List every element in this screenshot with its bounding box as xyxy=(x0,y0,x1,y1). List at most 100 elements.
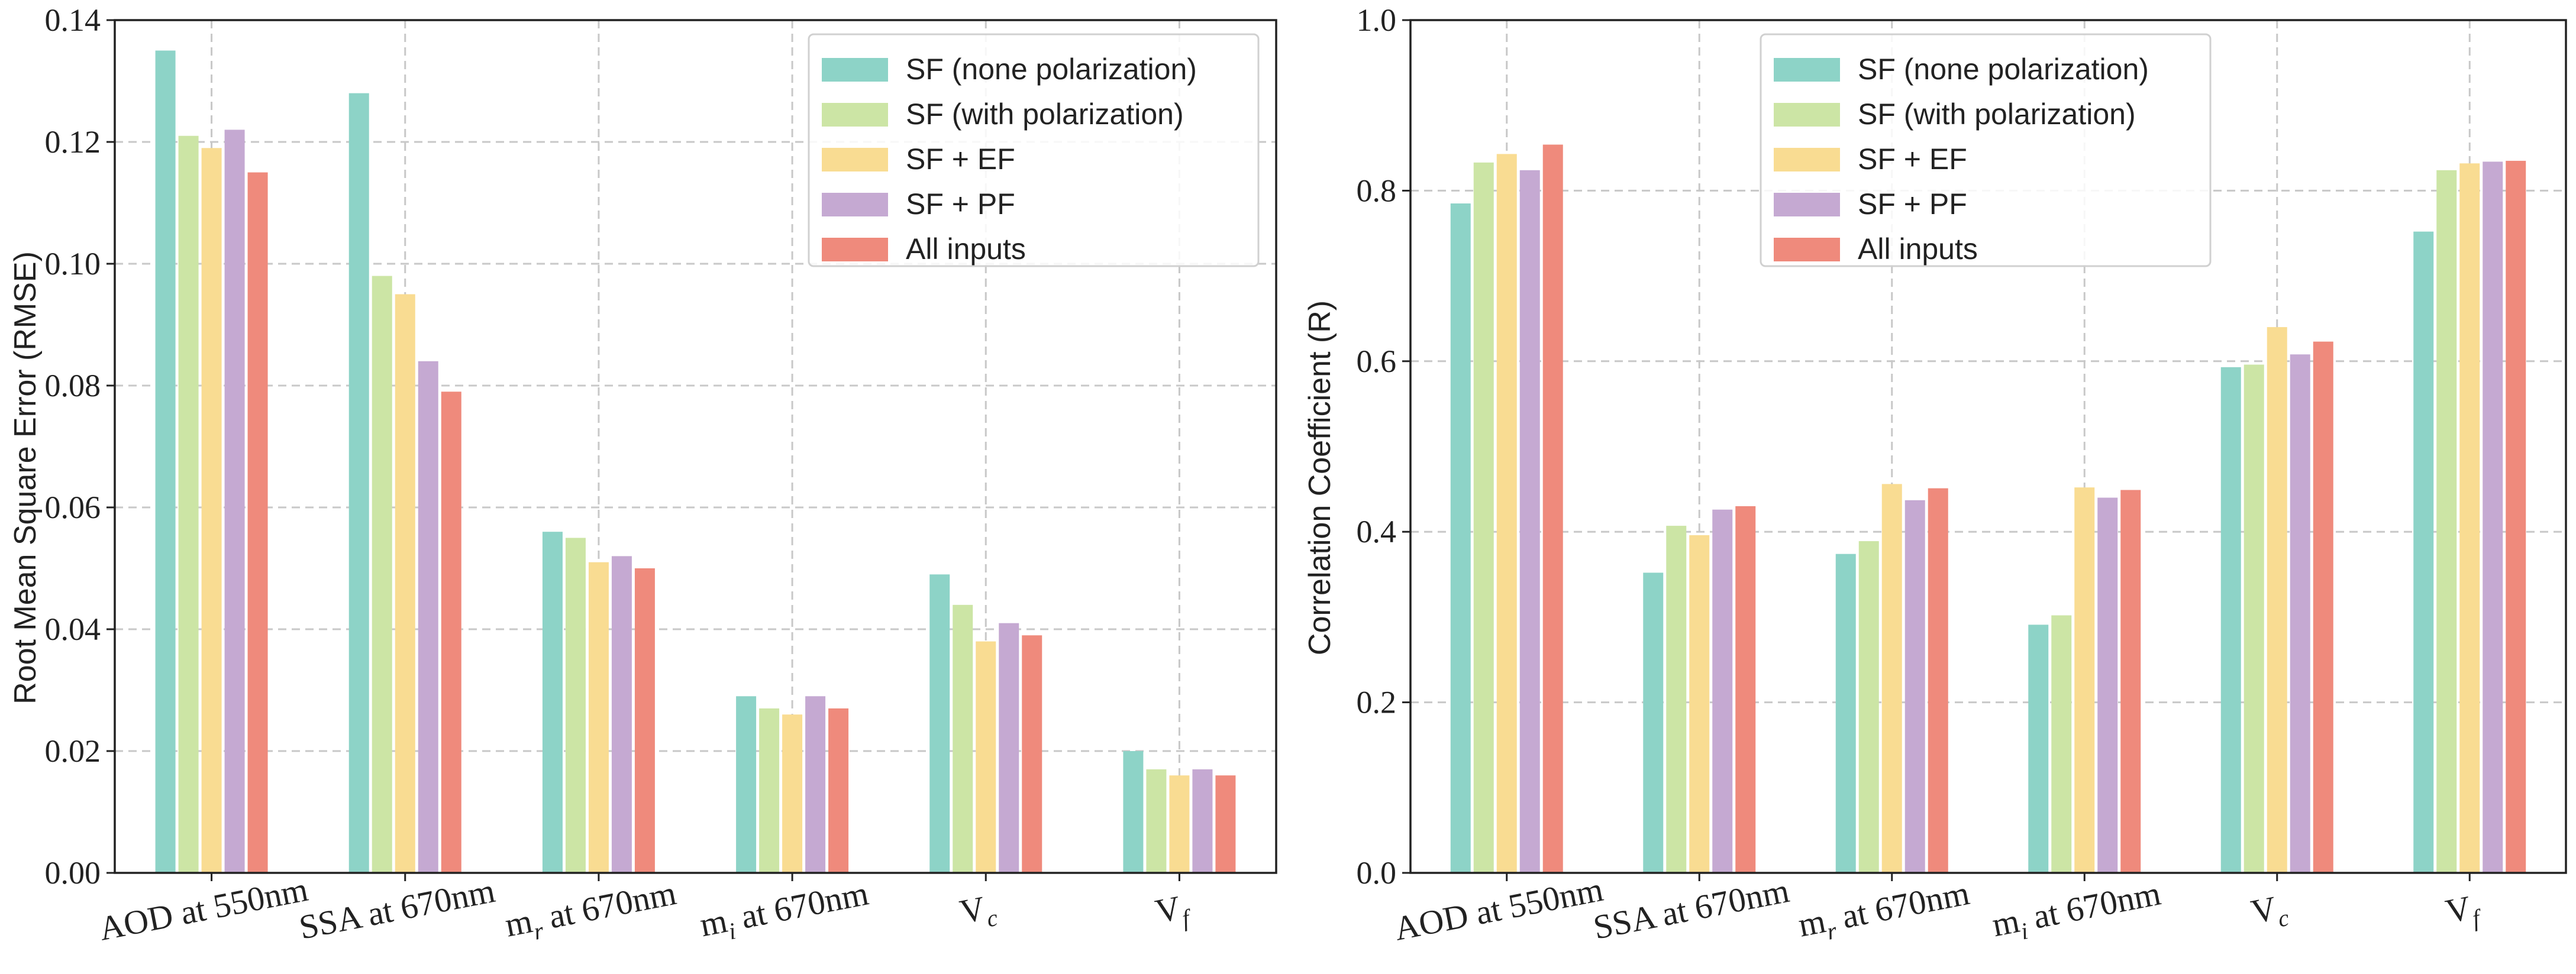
rmse-bar-3-2 xyxy=(395,294,415,873)
rmse-bar-2-4 xyxy=(759,708,780,873)
rmse-plot-frame xyxy=(114,19,1277,874)
correlation-bar-3-1 xyxy=(1496,154,1517,873)
rmse-bar-3-6 xyxy=(1169,775,1190,873)
rmse-legend-swatch-1 xyxy=(822,58,888,82)
correlation-bar-1-3 xyxy=(1835,554,1856,873)
rmse-y-tick-label: 0.02 xyxy=(45,733,101,769)
rmse-bar-5-3 xyxy=(634,568,655,873)
rmse-y-tick-label: 0.06 xyxy=(45,490,101,525)
rmse-bar-2-1 xyxy=(178,135,199,873)
correlation-bar-5-3 xyxy=(1928,488,1948,873)
rmse-bar-3-4 xyxy=(782,714,803,873)
rmse-chart: Root Mean Square Error (RMSE) 0.00 0.02 0.… xyxy=(8,2,1277,948)
correlation-legend-label-2: SF (with polarization) xyxy=(1858,98,2136,131)
rmse-legend-label-1: SF (none polarization) xyxy=(906,53,1197,86)
rmse-bar-4-1 xyxy=(224,130,245,873)
correlation-plot-frame xyxy=(1409,19,2567,874)
correlation-bar-2-5 xyxy=(2243,364,2264,873)
correlation-bar-5-2 xyxy=(1735,506,1756,873)
correlation-legend-label-4: SF + PF xyxy=(1858,187,1967,221)
correlation-y-tick-label: 0.0 xyxy=(1357,855,1397,891)
correlation-bar-1-5 xyxy=(2220,367,2241,873)
correlation-y-axis-label: Correlation Coefficient (R) xyxy=(1303,300,1337,655)
correlation-bar-1-1 xyxy=(1450,203,1471,873)
correlation-bar-4-6 xyxy=(2483,161,2503,873)
correlation-legend-swatch-3 xyxy=(1774,148,1840,171)
correlation-legend-label-1: SF (none polarization) xyxy=(1858,53,2149,86)
correlation-bar-4-1 xyxy=(1519,170,1540,873)
correlation-y-tick-label: 0.2 xyxy=(1357,685,1397,720)
correlation-bar-4-2 xyxy=(1712,509,1733,873)
correlation-bar-3-4 xyxy=(2074,487,2095,873)
rmse-bar-5-5 xyxy=(1022,635,1042,873)
rmse-bar-4-4 xyxy=(805,696,826,873)
correlation-bar-4-4 xyxy=(2097,497,2118,873)
rmse-legend-swatch-3 xyxy=(822,148,888,171)
correlation-bar-3-5 xyxy=(2267,327,2287,873)
rmse-y-tick-label: 0.10 xyxy=(45,246,101,281)
correlation-legend-swatch-5 xyxy=(1774,238,1840,261)
rmse-bar-5-2 xyxy=(441,391,461,873)
correlation-bar-5-1 xyxy=(1542,144,1563,873)
rmse-bar-1-5 xyxy=(929,574,950,873)
correlation-bar-2-3 xyxy=(1858,541,1879,873)
rmse-y-tick-label: 0.08 xyxy=(45,368,101,403)
rmse-legend-swatch-2 xyxy=(822,103,888,127)
correlation-bar-3-2 xyxy=(1689,535,1710,873)
rmse-bar-5-1 xyxy=(247,172,268,873)
correlation-legend-label-3: SF + EF xyxy=(1858,143,1967,176)
rmse-bar-1-4 xyxy=(736,696,757,873)
rmse-legend-label-3: SF + EF xyxy=(906,143,1015,176)
correlation-bar-2-2 xyxy=(1666,526,1687,873)
rmse-bar-2-6 xyxy=(1146,769,1167,873)
rmse-legend-label-2: SF (with polarization) xyxy=(906,98,1184,131)
correlation-bar-2-1 xyxy=(1473,162,1494,873)
rmse-bar-4-2 xyxy=(418,361,438,873)
rmse-bar-2-5 xyxy=(953,604,973,873)
correlation-legend-swatch-1 xyxy=(1774,58,1840,82)
correlation-bar-5-4 xyxy=(2120,490,2141,873)
rmse-bar-1-6 xyxy=(1123,751,1144,873)
correlation-bar-3-3 xyxy=(1881,484,1902,873)
correlation-bar-2-6 xyxy=(2436,170,2457,873)
rmse-y-tick-label: 0.12 xyxy=(45,124,101,160)
rmse-bar-4-5 xyxy=(999,623,1019,873)
correlation-bar-1-4 xyxy=(2028,624,2049,873)
rmse-bar-5-6 xyxy=(1215,775,1236,873)
rmse-legend-swatch-4 xyxy=(822,193,888,216)
rmse-bar-3-1 xyxy=(201,148,222,873)
rmse-legend-label-5: All inputs xyxy=(906,232,1026,266)
correlation-bar-1-6 xyxy=(2413,231,2434,873)
correlation-y-tick-label: 0.8 xyxy=(1357,173,1397,208)
correlation-bar-1-2 xyxy=(1643,572,1664,873)
correlation-bar-5-6 xyxy=(2506,160,2526,873)
correlation-legend-swatch-4 xyxy=(1774,193,1840,216)
rmse-bar-3-5 xyxy=(976,641,996,873)
correlation-bar-2-4 xyxy=(2051,615,2072,873)
rmse-legend-swatch-5 xyxy=(822,238,888,261)
correlation-y-tick-label: 0.4 xyxy=(1357,514,1397,549)
correlation-bar-3-6 xyxy=(2459,163,2480,873)
rmse-legend xyxy=(808,33,1260,267)
correlation-legend xyxy=(1760,33,2212,267)
rmse-legend-label-4: SF + PF xyxy=(906,187,1015,221)
rmse-y-axis-label: Root Mean Square Error (RMSE) xyxy=(8,251,43,704)
correlation-bar-4-3 xyxy=(1904,500,1925,873)
correlation-bar-4-5 xyxy=(2290,354,2310,873)
rmse-bar-4-3 xyxy=(611,556,632,873)
rmse-bar-2-3 xyxy=(565,538,586,873)
rmse-bar-1-3 xyxy=(542,532,563,873)
rmse-bar-1-2 xyxy=(348,93,369,873)
correlation-y-tick-label: 1.0 xyxy=(1357,2,1397,38)
rmse-bar-1-1 xyxy=(155,50,176,873)
correlation-legend-swatch-2 xyxy=(1774,103,1840,127)
correlation-legend-label-5: All inputs xyxy=(1858,232,1978,266)
rmse-bar-4-6 xyxy=(1192,769,1213,873)
rmse-bar-5-4 xyxy=(828,708,849,873)
correlation-y-tick-label: 0.6 xyxy=(1357,344,1397,379)
rmse-y-tick-label: 0.00 xyxy=(45,855,101,891)
rmse-bar-3-3 xyxy=(588,562,609,873)
rmse-y-tick-label: 0.14 xyxy=(45,2,101,38)
rmse-y-tick-label: 0.04 xyxy=(45,611,101,647)
